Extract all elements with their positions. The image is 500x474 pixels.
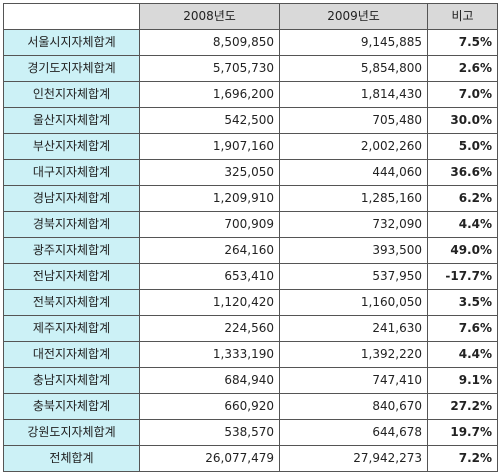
table-row: 전남지자체합계 653,410 537,950 -17.7% bbox=[3, 263, 498, 290]
header-note: 비고 bbox=[427, 3, 498, 30]
value-2009-cell: 537,950 bbox=[279, 263, 428, 290]
value-2009-cell: 241,630 bbox=[279, 315, 428, 342]
table-row: 제주지자체합계 224,560 241,630 7.6% bbox=[3, 315, 498, 342]
value-2008-cell: 684,940 bbox=[139, 367, 280, 394]
note-cell: 4.4% bbox=[427, 211, 498, 238]
table-row: 대전지자체합계 1,333,190 1,392,220 4.4% bbox=[3, 341, 498, 368]
region-name-cell: 부산지자체합계 bbox=[3, 133, 140, 160]
header-2009: 2009년도 bbox=[279, 3, 428, 30]
region-name-cell: 충남지자체합계 bbox=[3, 367, 140, 394]
header-2008: 2008년도 bbox=[139, 3, 280, 30]
table-row: 강원도지자체합계 538,570 644,678 19.7% bbox=[3, 419, 498, 446]
value-2009-cell: 732,090 bbox=[279, 211, 428, 238]
value-2008-cell: 1,333,190 bbox=[139, 341, 280, 368]
note-cell: 30.0% bbox=[427, 107, 498, 134]
note-cell: 4.4% bbox=[427, 341, 498, 368]
value-2009-cell: 1,285,160 bbox=[279, 185, 428, 212]
table-row: 전체합계 26,077,479 27,942,273 7.2% bbox=[3, 445, 498, 472]
region-name-cell: 전북지자체합계 bbox=[3, 289, 140, 316]
note-cell: 6.2% bbox=[427, 185, 498, 212]
value-2008-cell: 5,705,730 bbox=[139, 55, 280, 82]
value-2008-cell: 1,696,200 bbox=[139, 81, 280, 108]
value-2008-cell: 1,209,910 bbox=[139, 185, 280, 212]
table-row: 인천지자체합계 1,696,200 1,814,430 7.0% bbox=[3, 81, 498, 108]
table-row: 경기도지자체합계 5,705,730 5,854,800 2.6% bbox=[3, 55, 498, 82]
value-2009-cell: 393,500 bbox=[279, 237, 428, 264]
note-cell: 5.0% bbox=[427, 133, 498, 160]
note-cell: 36.6% bbox=[427, 159, 498, 186]
table-row: 경남지자체합계 1,209,910 1,285,160 6.2% bbox=[3, 185, 498, 212]
value-2009-cell: 444,060 bbox=[279, 159, 428, 186]
region-name-cell: 경북지자체합계 bbox=[3, 211, 140, 238]
value-2009-cell: 2,002,260 bbox=[279, 133, 428, 160]
value-2008-cell: 325,050 bbox=[139, 159, 280, 186]
value-2009-cell: 5,854,800 bbox=[279, 55, 428, 82]
table-row: 전북지자체합계 1,120,420 1,160,050 3.5% bbox=[3, 289, 498, 316]
value-2009-cell: 1,160,050 bbox=[279, 289, 428, 316]
value-2009-cell: 705,480 bbox=[279, 107, 428, 134]
value-2008-cell: 264,160 bbox=[139, 237, 280, 264]
table-row: 경북지자체합계 700,909 732,090 4.4% bbox=[3, 211, 498, 238]
region-name-cell: 인천지자체합계 bbox=[3, 81, 140, 108]
note-cell: 19.7% bbox=[427, 419, 498, 446]
region-name-cell: 울산지자체합계 bbox=[3, 107, 140, 134]
note-cell: 3.5% bbox=[427, 289, 498, 316]
value-2008-cell: 8,509,850 bbox=[139, 29, 280, 56]
value-2009-cell: 747,410 bbox=[279, 367, 428, 394]
value-2009-cell: 644,678 bbox=[279, 419, 428, 446]
region-name-cell: 충북지자체합계 bbox=[3, 393, 140, 420]
region-name-cell: 제주지자체합계 bbox=[3, 315, 140, 342]
table-body: 서울시지자체합계 8,509,850 9,145,885 7.5% 경기도지자체합계 5,… bbox=[3, 29, 498, 472]
note-cell: 7.6% bbox=[427, 315, 498, 342]
note-cell: 7.5% bbox=[427, 29, 498, 56]
region-name-cell: 강원도지자체합계 bbox=[3, 419, 140, 446]
table-row: 대구지자체합계 325,050 444,060 36.6% bbox=[3, 159, 498, 186]
value-2008-cell: 653,410 bbox=[139, 263, 280, 290]
value-2009-cell: 1,392,220 bbox=[279, 341, 428, 368]
table-row: 울산지자체합계 542,500 705,480 30.0% bbox=[3, 107, 498, 134]
table-row: 서울시지자체합계 8,509,850 9,145,885 7.5% bbox=[3, 29, 498, 56]
region-name-cell: 대구지자체합계 bbox=[3, 159, 140, 186]
note-cell: 7.2% bbox=[427, 445, 498, 472]
value-2009-cell: 840,670 bbox=[279, 393, 428, 420]
region-name-cell: 광주지자체합계 bbox=[3, 237, 140, 264]
note-cell: 2.6% bbox=[427, 55, 498, 82]
value-2008-cell: 660,920 bbox=[139, 393, 280, 420]
table-row: 부산지자체합계 1,907,160 2,002,260 5.0% bbox=[3, 133, 498, 160]
data-table: 2008년도 2009년도 비고 서울시지자체합계 8,509,850 9,145,… bbox=[3, 3, 498, 472]
value-2008-cell: 224,560 bbox=[139, 315, 280, 342]
note-cell: 27.2% bbox=[427, 393, 498, 420]
note-cell: 9.1% bbox=[427, 367, 498, 394]
value-2008-cell: 542,500 bbox=[139, 107, 280, 134]
value-2008-cell: 1,120,420 bbox=[139, 289, 280, 316]
note-cell: 7.0% bbox=[427, 81, 498, 108]
region-name-cell: 경기도지자체합계 bbox=[3, 55, 140, 82]
region-name-cell: 경남지자체합계 bbox=[3, 185, 140, 212]
value-2008-cell: 1,907,160 bbox=[139, 133, 280, 160]
value-2008-cell: 700,909 bbox=[139, 211, 280, 238]
region-name-cell: 대전지자체합계 bbox=[3, 341, 140, 368]
region-name-cell: 전체합계 bbox=[3, 445, 140, 472]
note-cell: -17.7% bbox=[427, 263, 498, 290]
table-row: 충북지자체합계 660,920 840,670 27.2% bbox=[3, 393, 498, 420]
value-2009-cell: 27,942,273 bbox=[279, 445, 428, 472]
region-name-cell: 서울시지자체합계 bbox=[3, 29, 140, 56]
region-name-cell: 전남지자체합계 bbox=[3, 263, 140, 290]
header-row: 2008년도 2009년도 비고 bbox=[3, 3, 498, 30]
table-row: 광주지자체합계 264,160 393,500 49.0% bbox=[3, 237, 498, 264]
table-row: 충남지자체합계 684,940 747,410 9.1% bbox=[3, 367, 498, 394]
value-2008-cell: 538,570 bbox=[139, 419, 280, 446]
value-2009-cell: 1,814,430 bbox=[279, 81, 428, 108]
header-corner bbox=[3, 3, 140, 30]
value-2009-cell: 9,145,885 bbox=[279, 29, 428, 56]
value-2008-cell: 26,077,479 bbox=[139, 445, 280, 472]
note-cell: 49.0% bbox=[427, 237, 498, 264]
